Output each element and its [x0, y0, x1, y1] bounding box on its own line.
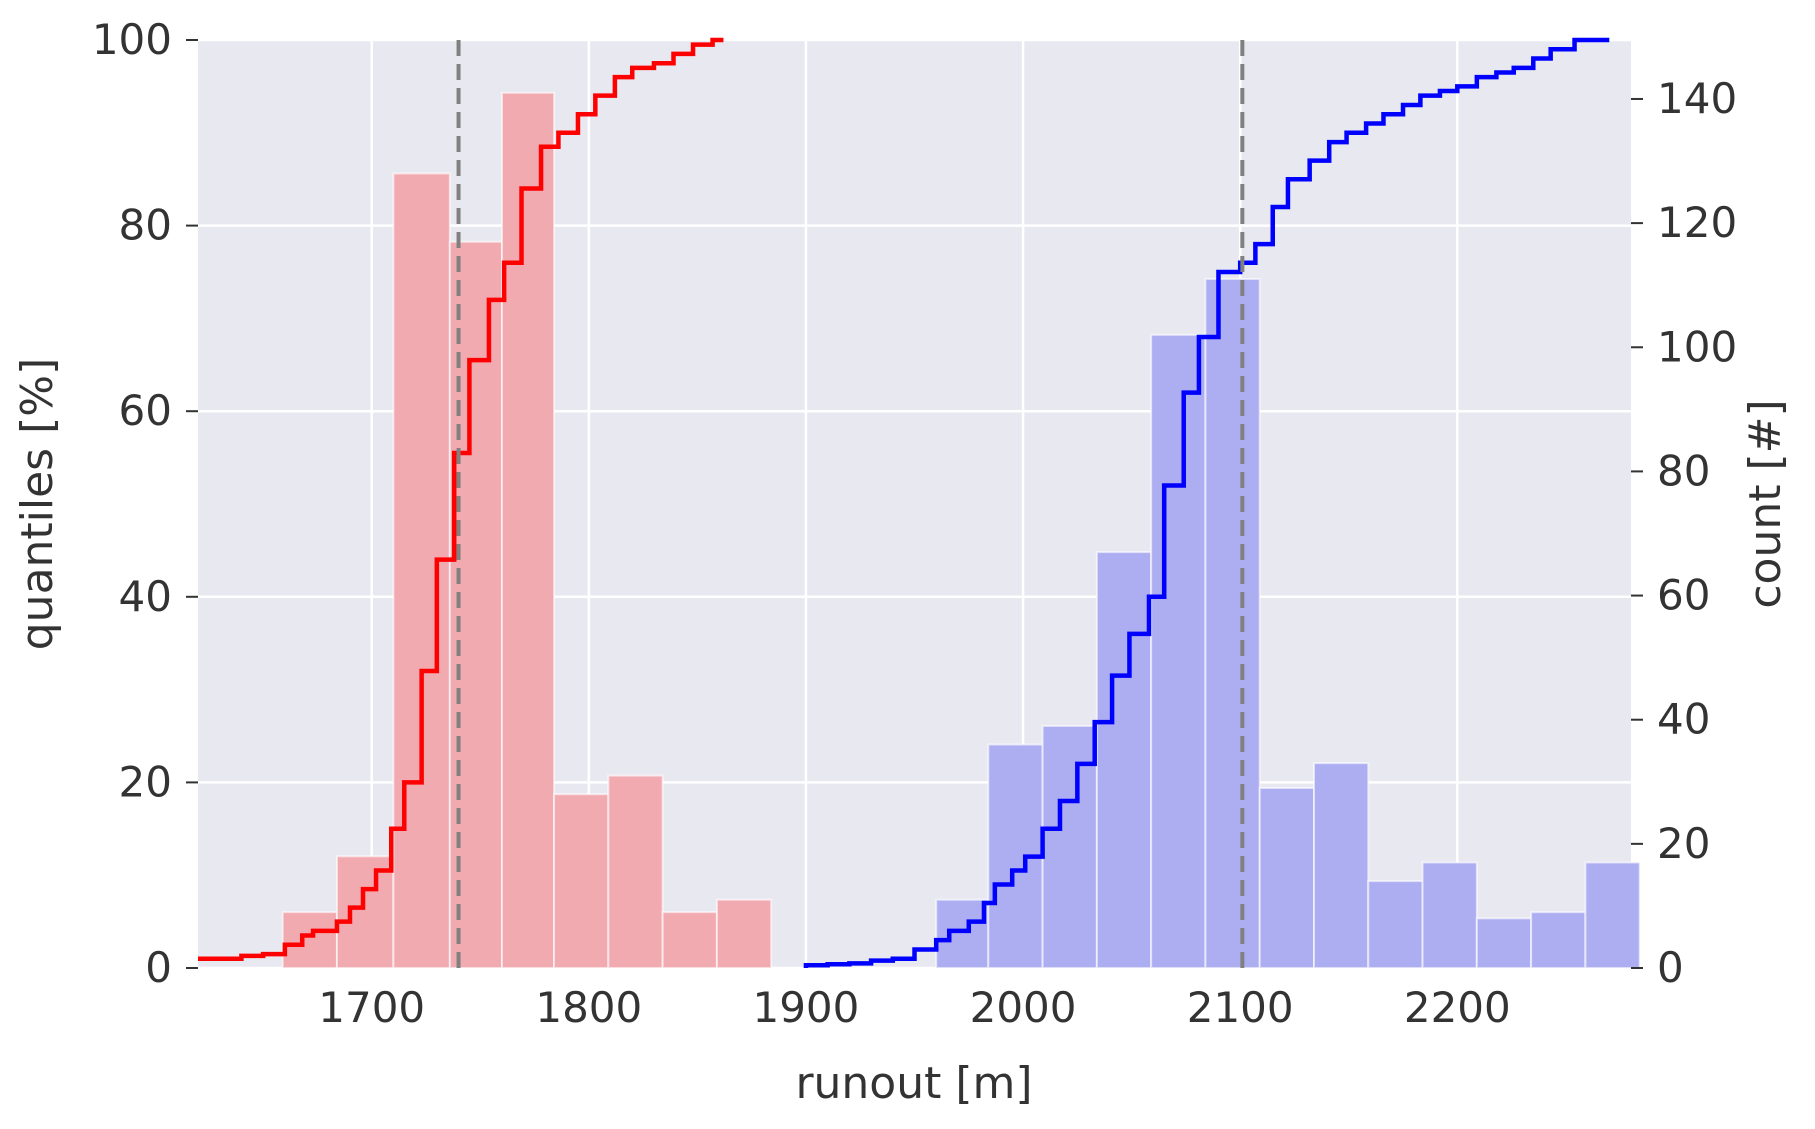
left-y-tick-label: 20 — [119, 757, 172, 806]
red-histogram-bar — [553, 793, 610, 969]
left-y-axis-title: quantiles [%] — [12, 358, 63, 651]
right-y-tick-label: 60 — [1657, 571, 1710, 620]
red-histogram-bar — [607, 774, 664, 969]
blue-histogram-bar — [1367, 880, 1424, 969]
right-y-axis-title: count [#] — [1740, 399, 1791, 608]
cdf-lines — [198, 37, 1610, 968]
red-cdf-line — [198, 37, 724, 961]
x-axis-ticks: 1700 1800 1900 2000 2100 2200 — [318, 983, 1510, 1032]
blue-histogram-bar — [1313, 762, 1370, 969]
right-y-tick-label: 20 — [1657, 819, 1710, 868]
blue-histogram-bar — [1475, 917, 1533, 969]
blue-histogram-bar — [935, 898, 990, 969]
blue-histogram-bar — [1041, 724, 1098, 969]
red-histogram-bar — [661, 911, 718, 970]
x-tick-label: 2200 — [1404, 983, 1511, 1032]
blue-histogram-bar — [1258, 786, 1316, 970]
blue-histogram-bar — [1095, 551, 1153, 969]
right-y-tick-label: 140 — [1657, 74, 1737, 123]
red-histogram-bar — [335, 855, 395, 970]
left-y-tick-label: 80 — [119, 201, 172, 250]
x-tick-label: 2100 — [1187, 983, 1294, 1032]
left-y-axis-ticks: 0 20 40 60 80 100 — [92, 15, 198, 992]
red-histogram-bar — [281, 911, 338, 970]
blue-histogram-bar — [1530, 911, 1587, 970]
right-y-tick-label: 120 — [1657, 198, 1737, 247]
blue-cdf-line — [803, 37, 1610, 968]
blue-histogram-bar — [1421, 861, 1478, 969]
blue-histogram-bar — [1150, 333, 1207, 969]
red-histogram-bar — [500, 91, 556, 970]
right-y-tick-label: 0 — [1657, 943, 1684, 992]
red-histogram-bar — [715, 898, 773, 969]
blue-histogram-bar — [1584, 861, 1641, 969]
median-lines — [456, 40, 1245, 968]
red-histogram-bar — [392, 172, 451, 969]
right-y-tick-label: 80 — [1657, 446, 1710, 495]
left-y-tick-label: 0 — [145, 943, 172, 992]
right-y-axis-ticks: 0 20 40 60 80 100 120 140 — [1631, 74, 1737, 992]
blue-histogram-bar — [1204, 277, 1261, 969]
left-y-tick-label: 40 — [119, 572, 172, 621]
right-y-tick-label: 100 — [1657, 322, 1737, 371]
left-y-tick-label: 100 — [92, 15, 172, 64]
x-tick-label: 1800 — [535, 983, 642, 1032]
right-y-tick-label: 40 — [1657, 695, 1710, 744]
x-tick-label: 2000 — [970, 983, 1077, 1032]
x-axis-title: runout [m] — [795, 1058, 1032, 1109]
x-tick-label: 1700 — [318, 983, 425, 1032]
left-y-tick-label: 60 — [119, 386, 172, 435]
x-tick-label: 1900 — [752, 983, 859, 1032]
